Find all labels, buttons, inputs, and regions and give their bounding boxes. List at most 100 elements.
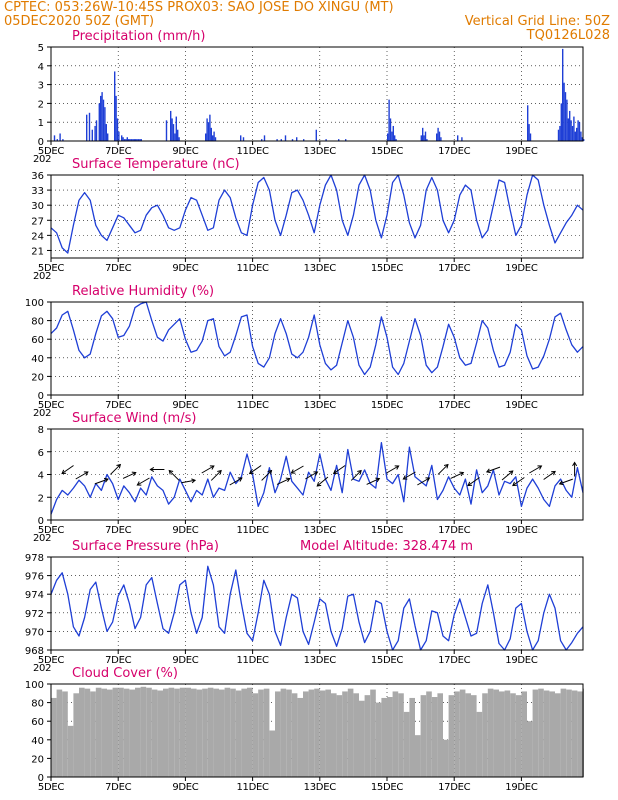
precip-bar: [129, 139, 131, 141]
precip-bar: [130, 139, 133, 141]
precip-bar: [325, 139, 327, 141]
x-tick-label: 17DEC: [438, 146, 471, 157]
wind-arrow: [75, 471, 89, 480]
cloud-bar: [538, 688, 544, 777]
cloud-bar: [370, 689, 376, 777]
precip-bar: [56, 139, 58, 141]
precip-bar: [133, 139, 135, 141]
precip-bar: [139, 139, 141, 141]
cloud-bar: [84, 688, 91, 777]
x-tick-label: 13DEC: [304, 146, 337, 157]
precip-bar: [100, 95, 102, 141]
cloud-bar: [560, 688, 567, 777]
cloud-bar: [79, 687, 85, 777]
precip-bar: [98, 103, 100, 141]
panel-1: 0 1 2 3 4 5 5DEC 7DEC 9DEC 11DEC 13DEC 15DEC 17DEC 19…: [33, 29, 585, 165]
y-tick-label: 4: [38, 62, 44, 73]
cloud-bar: [403, 711, 410, 777]
precip-bar: [388, 99, 390, 141]
cloud-bar: [118, 687, 124, 777]
cloud-bar: [151, 689, 158, 777]
wind-arrow-head: [551, 470, 556, 476]
wind-arrow-head: [512, 481, 517, 487]
x-tick-label: 19DEC: [505, 782, 538, 793]
cloud-bar: [213, 688, 219, 777]
precip-bar: [574, 131, 576, 141]
panels: 0 1 2 3 4 5 5DEC 7DEC 9DEC 11DEC 13DEC 15DEC 17DEC 19…: [25, 29, 585, 793]
wind-arrow-head: [459, 471, 465, 477]
x-tick-label: 9DEC: [172, 146, 198, 157]
cloud-bar: [286, 689, 292, 777]
precip-bar: [570, 120, 572, 141]
x-tick-label: 17DEC: [438, 782, 471, 793]
wind-arrow-head: [357, 469, 362, 475]
x-tick-label: 17DEC: [438, 655, 471, 666]
cloud-bar: [499, 691, 505, 777]
cloud-bar: [487, 688, 494, 777]
precip-bar: [529, 133, 532, 141]
cloud-bar: [146, 687, 152, 777]
y-tick-label: 8: [38, 425, 44, 436]
x-tick-label: 11DEC: [236, 400, 269, 411]
wind-arrow: [366, 478, 380, 485]
cloud-bar: [129, 689, 135, 777]
panel-5: 968 970 972 974 976 978 5DEC 7DEC 9DEC 11DEC 13DEC…: [25, 539, 584, 674]
y-tick-label: 20: [31, 754, 44, 765]
precip-bar: [424, 131, 427, 141]
cloud-bar: [471, 695, 477, 777]
y-tick-label: 0: [38, 773, 44, 784]
wind-arrow-head: [394, 465, 400, 470]
x-tick-label: 9DEC: [172, 655, 198, 666]
y-tick-label: 976: [25, 572, 44, 583]
y-tick-label: 60: [31, 335, 44, 346]
cloud-bar: [515, 695, 522, 777]
cloud-bar: [247, 687, 253, 777]
y-tick-label: 970: [25, 627, 44, 638]
precip-bar: [62, 139, 64, 141]
y-tick-label: 100: [25, 680, 44, 691]
precip-bar: [123, 139, 126, 141]
panel-frame: [50, 301, 584, 396]
panel-frame: [50, 174, 584, 259]
cloud-bar: [398, 693, 404, 777]
series-line: [50, 441, 584, 515]
cloud-bar: [459, 689, 466, 777]
cloud-bar: [420, 695, 427, 777]
precip-bar: [392, 125, 394, 141]
wind-arrow-head: [267, 469, 273, 475]
panel-title: Surface Pressure (hPa): [72, 539, 219, 554]
wind-arrow: [386, 465, 399, 474]
wind-arrow-head: [237, 477, 243, 482]
x-tick-label: 19DEC: [505, 146, 538, 157]
y-tick-label: 24: [31, 231, 44, 242]
panel-2: 21 24 27 30 33 36 5DEC 7DEC 9DEC 11DEC 13DEC 15DEC 1…: [31, 157, 584, 282]
precip-bar: [284, 135, 287, 141]
wind-arrow: [316, 476, 329, 487]
cloud-bar: [521, 691, 527, 777]
cloud-bar: [73, 693, 79, 777]
series-line: [50, 565, 584, 651]
precip-bar: [387, 133, 389, 141]
precip-bar: [53, 135, 56, 141]
precip-bar: [571, 125, 574, 141]
x-tick-label: 15DEC: [371, 146, 404, 157]
x-tick-label: 17DEC: [438, 263, 471, 274]
cloud-bar: [465, 693, 471, 777]
cloud-bar: [95, 687, 102, 777]
cloud-bar: [555, 693, 561, 777]
x-tick-label: 7DEC: [105, 525, 131, 536]
precip-bar: [583, 139, 585, 141]
cloud-bar: [510, 693, 516, 777]
x-tick-label: 9DEC: [172, 263, 198, 274]
precip-bar: [573, 116, 575, 141]
cloud-bar: [381, 697, 387, 777]
precip-bar: [345, 139, 347, 141]
precip-bar: [560, 103, 562, 141]
precip-bar: [562, 48, 564, 141]
x-tick-label: 5DEC: [38, 655, 64, 666]
cloud-bar: [112, 687, 119, 777]
precip-bar: [171, 118, 173, 141]
wind-arrow: [486, 466, 501, 473]
cloud-bar: [336, 695, 343, 777]
precip-bar: [59, 133, 61, 141]
